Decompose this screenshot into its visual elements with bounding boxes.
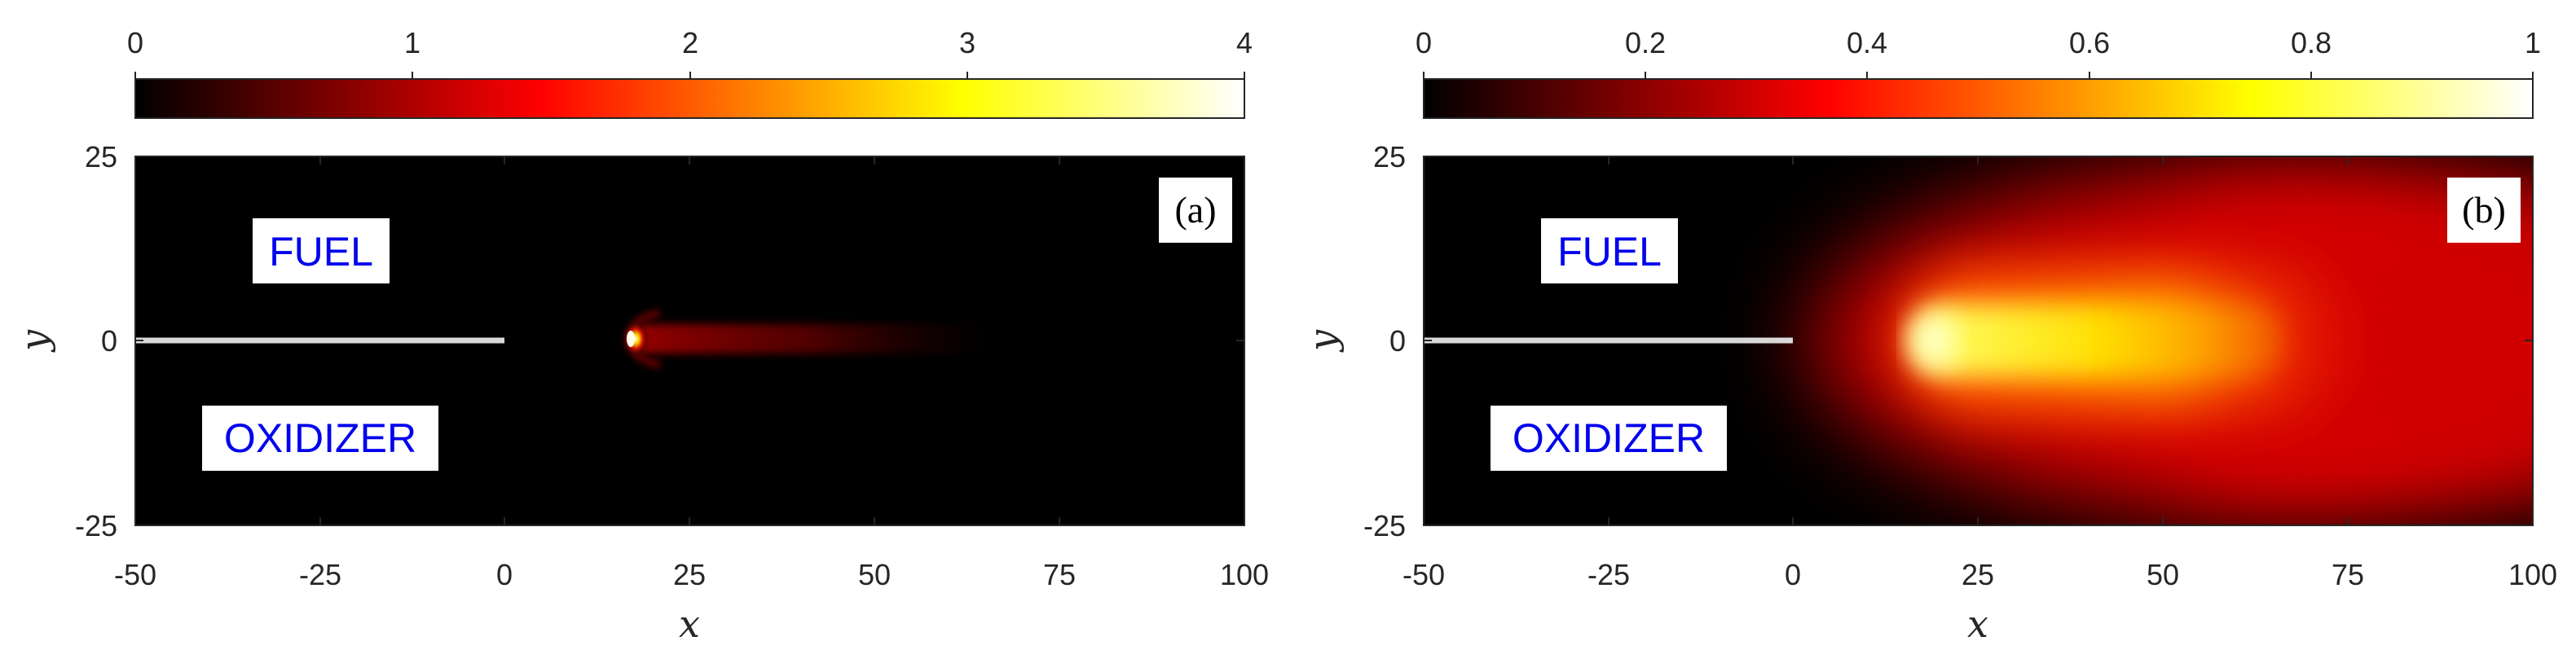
colorbar-b: 0 0.2 0.4 0.6 0.8 1 bbox=[1416, 26, 2541, 119]
x-tick-label-a: 0 bbox=[496, 558, 513, 591]
y-tick-label-b: 25 bbox=[1373, 140, 1406, 173]
x-tick-label-b: 100 bbox=[2508, 558, 2557, 591]
region-label-oxidizer: OXIDIZER bbox=[224, 415, 416, 461]
x-axis-b: -50 -25 0 25 50 75 100 x bbox=[1402, 156, 2557, 646]
y-axis-label-a: y bbox=[12, 329, 56, 353]
x-ticks-a bbox=[134, 156, 1245, 525]
x-ticks-b bbox=[1423, 156, 2534, 525]
colorbar-a-tick-label: 4 bbox=[1236, 26, 1253, 59]
label-box-fuel-a: FUEL bbox=[253, 218, 390, 283]
y-axis-b: 25 0 -25 y bbox=[1301, 140, 2533, 542]
y-tick-label-b: 0 bbox=[1389, 324, 1406, 358]
flame-b bbox=[1809, 165, 2533, 516]
y-ticks-a bbox=[135, 156, 1244, 526]
x-tick-label-a: -25 bbox=[299, 558, 341, 591]
colorbar-a-tick-label: 1 bbox=[404, 26, 421, 59]
x-axis-label-a: x bbox=[679, 602, 700, 646]
colorbar-b-ticks bbox=[1423, 72, 2534, 79]
x-tick-label-b: 25 bbox=[1962, 558, 1994, 591]
panel-label-box-b: (b) bbox=[2447, 178, 2521, 243]
x-tick-label-a: 75 bbox=[1043, 558, 1076, 591]
x-tick-label-b: -50 bbox=[1402, 558, 1445, 591]
colorbar-b-tick-label: 0.6 bbox=[2069, 26, 2110, 59]
label-box-oxidizer-a: OXIDIZER bbox=[202, 406, 438, 471]
y-axis-a: 25 0 -25 y bbox=[12, 140, 1244, 542]
colorbar-b-tick-label: 0.2 bbox=[1625, 26, 1666, 59]
label-box-fuel-b: FUEL bbox=[1541, 218, 1678, 283]
panel-label-a: (a) bbox=[1174, 189, 1216, 231]
panel-b: 0 0.2 0.4 0.6 0.8 1 bbox=[1301, 26, 2557, 646]
x-tick-label-b: 75 bbox=[2332, 558, 2364, 591]
y-tick-label-a: -25 bbox=[75, 509, 117, 542]
y-tick-label-a: 0 bbox=[101, 324, 117, 358]
x-tick-label-a: 100 bbox=[1220, 558, 1269, 591]
region-label-fuel: FUEL bbox=[1557, 229, 1662, 274]
x-tick-label-a: 50 bbox=[858, 558, 891, 591]
x-tick-label-b: 0 bbox=[1785, 558, 1801, 591]
colorbar-a-tick-label: 2 bbox=[682, 26, 698, 59]
y-axis-label-b: y bbox=[1301, 329, 1345, 353]
plot-area-a: FUEL OXIDIZER (a) bbox=[134, 156, 1245, 526]
colorbar-a-gradient bbox=[134, 78, 1245, 119]
flame-a-core bbox=[627, 331, 635, 347]
colorbar-b-tick-label: 0.4 bbox=[1847, 26, 1887, 59]
x-tick-label-a: -50 bbox=[114, 558, 156, 591]
label-box-oxidizer-b: OXIDIZER bbox=[1491, 406, 1727, 471]
x-tick-label-a: 25 bbox=[673, 558, 706, 591]
x-tick-label-b: 50 bbox=[2147, 558, 2179, 591]
flame-a-tip bbox=[623, 321, 649, 357]
flame-a bbox=[623, 309, 994, 369]
x-axis-label-b: x bbox=[1967, 602, 1988, 646]
flame-b-inner bbox=[1911, 303, 2286, 378]
panel-a: 0 1 2 3 4 FUEL bbox=[12, 26, 1269, 646]
panel-label-box-a: (a) bbox=[1159, 178, 1232, 243]
plot-area-b: FUEL OXIDIZER (b) bbox=[1423, 156, 2534, 526]
region-label-oxidizer: OXIDIZER bbox=[1513, 415, 1705, 461]
colorbar-a-ticks bbox=[134, 72, 1245, 79]
colorbar-b-gradient bbox=[1423, 78, 2534, 119]
x-tick-label-b: -25 bbox=[1587, 558, 1630, 591]
y-ticks-b bbox=[1424, 156, 2533, 526]
y-tick-label-a: 25 bbox=[85, 140, 117, 173]
x-axis-a: -50 -25 0 25 50 75 100 x bbox=[114, 156, 1269, 646]
colorbar-b-tick-label: 0 bbox=[1416, 26, 1432, 59]
colorbar-a: 0 1 2 3 4 bbox=[127, 26, 1253, 119]
colorbar-b-tick-label: 0.8 bbox=[2291, 26, 2332, 59]
flame-b-tip bbox=[1910, 313, 1956, 368]
colorbar-b-tick-label: 1 bbox=[2525, 26, 2541, 59]
y-tick-label-b: -25 bbox=[1363, 509, 1406, 542]
panel-label-b: (b) bbox=[2462, 189, 2506, 231]
colorbar-a-tick-label: 3 bbox=[959, 26, 975, 59]
flame-a-wake bbox=[627, 324, 994, 353]
colorbar-a-tick-label: 0 bbox=[127, 26, 143, 59]
region-label-fuel: FUEL bbox=[269, 229, 373, 274]
